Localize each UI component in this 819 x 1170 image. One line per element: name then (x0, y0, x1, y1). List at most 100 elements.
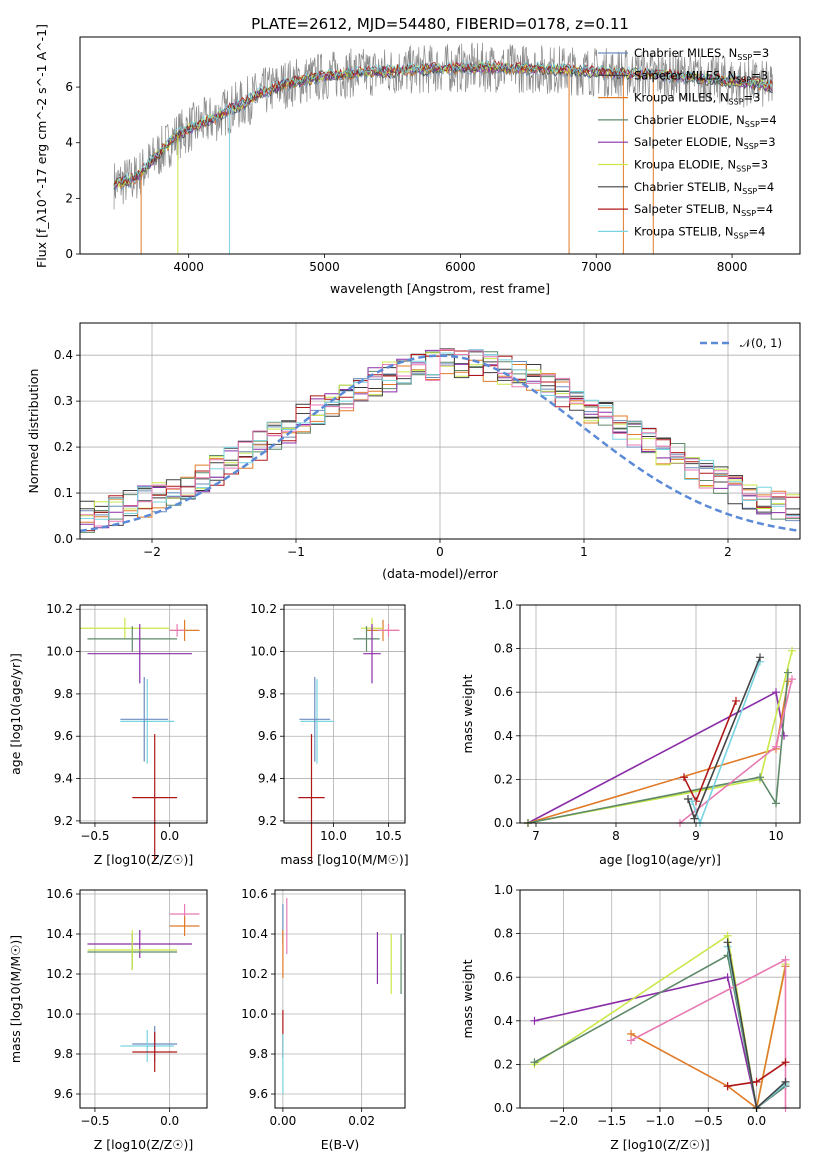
spectrum-xtick-label: 8000 (717, 260, 748, 274)
legend-label: Salpeter MILES, NSSP=3 (634, 68, 768, 84)
residual-ytick-label: 0.1 (54, 486, 73, 500)
ebv_mass-panel: 0.00 0.02 9.6 9.8 10.0 10.2 10.4 10.6 E(B-V) (241, 887, 406, 1152)
legend-label: Chabrier ELODIE, NSSP=4 (634, 113, 777, 129)
z_age-grid (80, 605, 207, 823)
z_mass-frame (79, 889, 208, 1109)
z_age-ticks: −0.5 0.0 9.2 9.4 9.6 9.8 10.0 10.2 (46, 602, 179, 843)
z_mass-ytick-label: 10.4 (46, 927, 73, 941)
mass_age-ytick-label: 10.2 (250, 602, 277, 616)
age_weight-xlabel: age [log10(age/yr)] (599, 852, 721, 867)
age_weight-ytick-label: 0.0 (494, 816, 513, 830)
ebv_mass-xtick-label: 0.00 (270, 1114, 297, 1128)
legend-label: Kroupa STELIB, NSSP=4 (634, 224, 765, 240)
spectrum-legend: Chabrier MILES, NSSP=3 Salpeter MILES, NS… (598, 46, 777, 240)
z_weight-xtick-label: −1.5 (597, 1114, 626, 1128)
weight-point-marker (772, 799, 780, 808)
legend-label: Salpeter ELODIE, NSSP=3 (634, 135, 776, 151)
mass_age-xlabel: mass [log10(M/M☉)] (280, 852, 408, 867)
gaussian-legend-label: 𝒩(0, 1) (740, 336, 782, 350)
z_weight-ticks: −2.0 −1.5 −1.0 −0.5 0.0 0.0 0.2 0.4 0.6 0.8 1.0 (494, 883, 766, 1128)
gaussian-curve (79, 354, 801, 533)
z_weight-panel: −2.0 −1.5 −1.0 −0.5 0.0 0.0 0.2 0.4 0.6 0.8 1.0 Z [… (460, 883, 801, 1152)
weight-point-marker (680, 773, 688, 782)
z_mass-ticks: −0.5 0.0 9.6 9.8 10.0 10.2 10.4 10.6 (46, 887, 179, 1128)
ebv_mass-frame (274, 889, 406, 1109)
mass_age-ytick-label: 9.4 (258, 772, 277, 786)
z_age-xlabel: Z [log10(Z/Z☉)] (94, 852, 194, 867)
weight-point-marker (788, 646, 796, 655)
weight-point-marker (784, 668, 792, 677)
ebv_mass-ytick-label: 10.4 (241, 927, 268, 941)
ebv_mass-grid (275, 890, 405, 1108)
ebv_mass-xtick-label: 0.02 (348, 1114, 375, 1128)
legend-label: Salpeter STELIB, NSSP=4 (634, 202, 773, 218)
weight-point-marker (781, 1077, 790, 1086)
z_weight-xlabel: Z [log10(Z/Z☉)] (610, 1137, 710, 1152)
age_weight-ytick-label: 0.8 (494, 642, 513, 656)
z_age-ytick-label: 10.0 (46, 645, 73, 659)
legend-subscript: SSP (734, 231, 749, 240)
z_weight-xtick-label: 0.0 (747, 1114, 766, 1128)
legend-subscript: SSP (744, 142, 759, 151)
legend-subscript: SSP (741, 209, 756, 218)
spectrum-ytick-label: 6 (65, 80, 73, 94)
z_weight-xtick-label: −1.0 (645, 1114, 674, 1128)
age_weight-panel: 7 8 9 10 0.0 0.2 0.4 0.6 0.8 1.0 age [log10(age/yr… (460, 598, 801, 867)
age_weight-xtick-label: 9 (692, 829, 700, 843)
spectrum-xtick-label: 5000 (309, 260, 340, 274)
mass_age-ytick-label: 9.8 (258, 687, 277, 701)
z_age-ytick-label: 9.2 (54, 814, 73, 828)
z_weight-ytick-label: 0.2 (494, 1057, 513, 1071)
age_weight-ylabel: mass weight (460, 674, 475, 753)
age_weight-marks (524, 646, 796, 827)
weight-point-marker (530, 1016, 539, 1025)
legend-tail: =3 (744, 91, 761, 105)
age_weight-xtick-label: 7 (532, 829, 540, 843)
residual-xtick-label: −2 (143, 545, 161, 559)
z_weight-ytick-label: 0.0 (494, 1101, 513, 1115)
legend-label: Kroupa MILES, NSSP=3 (634, 91, 760, 107)
z_age-ytick-label: 10.2 (46, 602, 73, 616)
z_weight-xtick-label: −2.0 (549, 1114, 578, 1128)
spectrum-xtick-label: 6000 (445, 260, 476, 274)
z_mass-ytick-label: 9.6 (54, 1087, 73, 1101)
z_age-ylabel: age [log10(age/yr)] (8, 653, 23, 775)
legend-subscript: SSP (736, 75, 751, 84)
weight-point-marker (723, 1082, 732, 1091)
spectrum-xlabel: wavelength [Angstrom, rest frame] (330, 281, 550, 296)
weight-point-marker (756, 653, 764, 662)
z_weight-ytick-label: 0.6 (494, 970, 513, 984)
z_age-frame (79, 604, 208, 824)
ebv_mass-ytick-label: 10.6 (241, 887, 268, 901)
age_weight-ticks: 7 8 9 10 0.0 0.2 0.4 0.6 0.8 1.0 (494, 598, 784, 843)
weight-series-line (527, 672, 789, 824)
residual-legend: 𝒩(0, 1) (700, 336, 782, 350)
residual-ylabel: Normed distribution (26, 369, 41, 494)
age_weight-ytick-label: 0.6 (494, 685, 513, 699)
mass_age-frame (283, 604, 406, 824)
z_weight-ytick-label: 1.0 (494, 883, 513, 897)
age_weight-ytick-label: 0.4 (494, 729, 513, 743)
legend-tail: =4 (749, 224, 766, 238)
ebv_mass-ytick-label: 10.2 (241, 967, 268, 981)
model-spectrum-line (113, 59, 773, 187)
age_weight-xtick-label: 8 (612, 829, 620, 843)
z_mass-ytick-label: 10.2 (46, 967, 73, 981)
legend-tail: =4 (756, 202, 773, 216)
mass_age-ticks: 10.0 10.5 9.2 9.4 9.6 9.8 10.0 10.2 (250, 602, 402, 843)
spectrum-xtick-label: 4000 (173, 260, 204, 274)
weight-point-marker (723, 938, 732, 947)
ebv_mass-marks (282, 898, 402, 1094)
weight-point-marker (780, 731, 788, 740)
weight-point-marker (732, 696, 740, 705)
mass_age-xtick-label: 10.0 (320, 829, 347, 843)
mass_age-xtick-label: 10.5 (375, 829, 402, 843)
weight-point-marker (684, 795, 692, 804)
mass_age-ytick-label: 10.0 (250, 645, 277, 659)
weight-point-marker (627, 1036, 636, 1045)
weight-point-marker (756, 773, 764, 782)
legend-label: Chabrier MILES, NSSP=3 (634, 46, 769, 62)
observed-spectrum-line (113, 42, 773, 210)
legend-subscript: SSP (745, 120, 760, 129)
